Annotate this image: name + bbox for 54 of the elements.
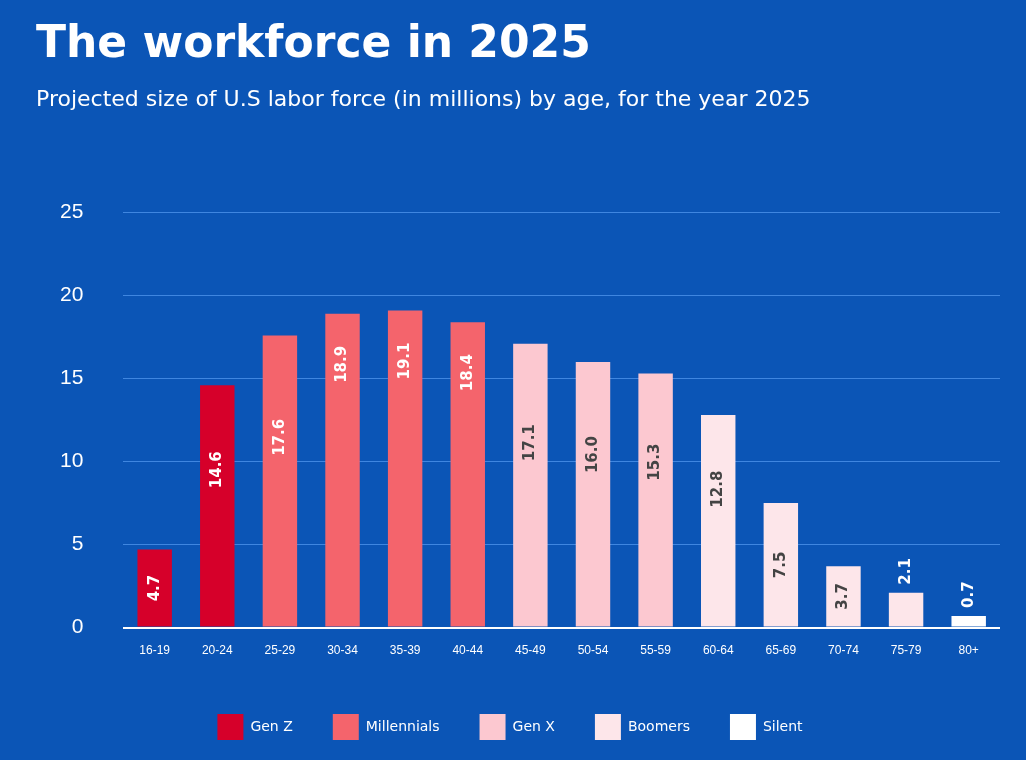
y-tick-label: 5 xyxy=(71,531,84,555)
bar xyxy=(450,322,485,627)
y-tick-label: 0 xyxy=(71,614,84,638)
bar xyxy=(763,503,799,627)
legend-label: Silent xyxy=(762,717,804,734)
bar xyxy=(513,343,548,627)
y-tick-label: 20 xyxy=(60,282,84,306)
legend-label: Gen X xyxy=(512,717,556,734)
x-tick-label: 30-34 xyxy=(327,643,359,658)
x-tick-label: 65-69 xyxy=(765,643,797,658)
bar xyxy=(701,415,736,627)
legend-label: Gen Z xyxy=(250,717,293,734)
data-label: 18.9 xyxy=(332,345,351,383)
x-tick-label: 45-49 xyxy=(515,643,547,658)
bar xyxy=(325,313,360,627)
x-tick-label: 70-74 xyxy=(828,643,860,658)
bar xyxy=(575,362,611,627)
legend-label: Boomers xyxy=(627,717,690,734)
x-tick-label: 16-19 xyxy=(139,643,171,658)
legend-label: Millennials xyxy=(365,717,440,734)
data-label: 17.6 xyxy=(269,418,288,456)
data-label: 12.8 xyxy=(708,470,727,508)
bar xyxy=(826,566,861,627)
chart-subtitle: Projected size of U.S labor force (in millions) by age, for the year 2025 xyxy=(36,86,811,111)
y-tick-label: 25 xyxy=(60,199,84,223)
data-label: 0.7 xyxy=(958,581,977,608)
data-label: 15.3 xyxy=(645,443,664,481)
data-label: 3.7 xyxy=(833,583,852,610)
data-label: 18.4 xyxy=(457,354,476,392)
x-tick-label: 55-59 xyxy=(640,643,672,658)
x-tick-label: 35-39 xyxy=(389,643,421,658)
data-label: 7.5 xyxy=(770,551,789,579)
bar xyxy=(137,549,172,627)
data-label: 2.1 xyxy=(895,558,914,585)
bar xyxy=(888,592,924,627)
data-label: 17.1 xyxy=(520,424,539,462)
bar xyxy=(387,310,423,627)
x-tick-label: 60-64 xyxy=(702,643,734,658)
chart-title: The workforce in 2025 xyxy=(36,16,591,67)
y-tick-label: 15 xyxy=(60,365,84,389)
x-tick-label: 50-54 xyxy=(577,643,609,658)
x-tick-label: 80+ xyxy=(958,643,979,658)
x-tick-label: 20-24 xyxy=(201,643,233,658)
bar xyxy=(638,373,673,627)
data-label: 19.1 xyxy=(395,342,414,380)
bar xyxy=(262,335,298,627)
x-tick-label: 40-44 xyxy=(452,643,484,658)
data-label: 14.6 xyxy=(207,451,226,489)
x-tick-label: 75-79 xyxy=(890,643,922,658)
data-label: 16.0 xyxy=(582,436,601,474)
x-tick-label: 25-29 xyxy=(264,643,296,658)
bar xyxy=(200,385,235,627)
y-tick-label: 10 xyxy=(60,448,84,472)
data-label: 4.7 xyxy=(144,574,163,602)
